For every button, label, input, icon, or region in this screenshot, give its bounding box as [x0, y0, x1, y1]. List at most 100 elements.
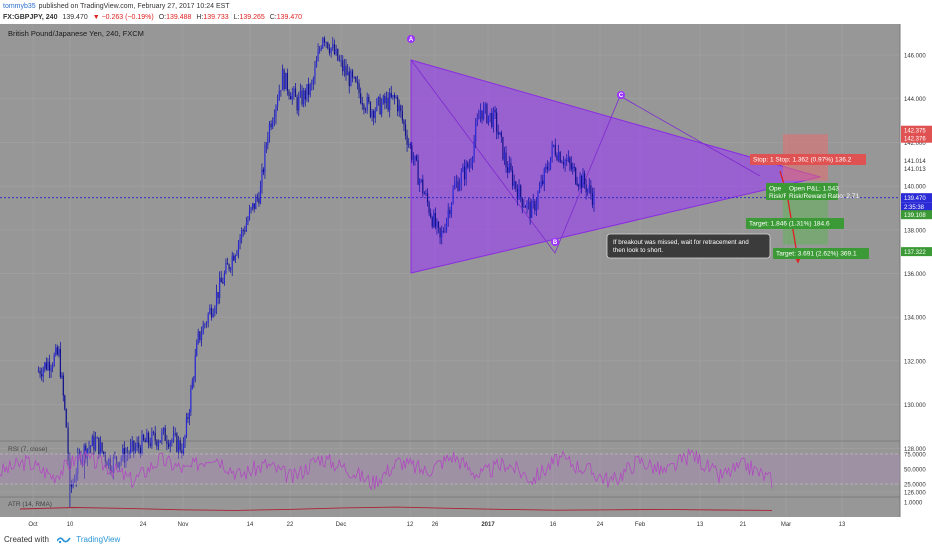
candle-body: [481, 110, 483, 120]
candle-body: [500, 132, 502, 137]
pattern-point-a: [407, 35, 415, 43]
candle-body: [527, 201, 530, 203]
price-axis: [900, 24, 932, 517]
symmetrical-triangle[interactable]: [410, 59, 822, 274]
candle-body: [404, 124, 407, 136]
candle-body: [157, 442, 160, 447]
candle-body: [230, 268, 232, 270]
chart-svg[interactable]: 146.000 144.000 142.000 140.000 138.000 136.0…: [0, 24, 932, 530]
candle-body: [298, 96, 300, 111]
candle-body: [299, 90, 302, 97]
candle-body: [196, 342, 198, 356]
candle-body: [436, 221, 438, 228]
y-tick-label: 146.000: [904, 54, 926, 60]
target-label-2-text: Target: 3.691 (2.62%) 369.1: [776, 251, 857, 258]
candle-body: [272, 121, 274, 128]
candle-body: [508, 163, 510, 173]
candle-body: [593, 191, 595, 205]
candle-body: [479, 110, 481, 118]
candle-body: [390, 92, 392, 98]
candle-body: [492, 109, 495, 128]
pnl-label-text: Open P&L: 1.543: [789, 186, 839, 193]
candle-body: [494, 109, 496, 113]
candle-body: [270, 123, 272, 128]
ohlc-high: H:139.733: [196, 14, 229, 21]
price-axis-badge-text: 142.375: [904, 128, 926, 134]
candle-body: [94, 438, 97, 450]
candle-body: [225, 263, 227, 274]
candle-body: [275, 106, 277, 117]
candle-body: [381, 103, 383, 115]
price-change: −0.263 (−0.19%): [101, 14, 154, 21]
candle-body: [281, 69, 284, 91]
candle-body: [280, 90, 282, 92]
author-link[interactable]: tommyb35: [3, 3, 36, 10]
candle-body: [215, 291, 218, 308]
candle-body: [141, 435, 143, 455]
tradingview-brand[interactable]: TradingView: [76, 535, 121, 544]
candle-body: [393, 95, 396, 98]
candle-body: [322, 38, 324, 48]
candle-body: [475, 124, 477, 142]
pnl-label-text: Risk/Reward Ratio: 2.71: [789, 193, 859, 200]
candle-body: [325, 42, 327, 44]
candle-body: [572, 166, 574, 170]
candle-body: [401, 111, 403, 121]
candle-body: [131, 440, 133, 446]
candle-body: [194, 355, 196, 379]
candle-body: [549, 157, 552, 169]
candle-body: [207, 313, 209, 323]
candle-body: [562, 162, 565, 165]
candle-body: [553, 145, 555, 146]
annotation-bg: [606, 233, 771, 259]
price-axis-badge: [901, 202, 932, 212]
candle-body: [524, 206, 527, 208]
x-tick-label: Mar: [781, 522, 791, 528]
candle-body: [487, 115, 490, 123]
price-axis-badge-text: 139.470: [904, 196, 926, 202]
candle-body: [303, 90, 305, 105]
candle-body: [294, 88, 297, 97]
target-label-1-bg: [746, 218, 844, 229]
candle-body: [98, 437, 100, 455]
candle-body: [449, 210, 451, 214]
candle-body: [182, 442, 185, 454]
candle-body: [267, 137, 269, 145]
candle-body: [307, 84, 310, 95]
candle-body: [91, 436, 93, 446]
candle-body: [72, 481, 74, 487]
candle-body: [389, 92, 391, 111]
candle-body: [537, 192, 539, 204]
candle-body: [444, 230, 446, 232]
candle-body: [467, 162, 469, 168]
rsi-title: RSI (7, close): [8, 446, 47, 453]
candle-body: [573, 166, 575, 168]
candle-body: [197, 331, 199, 343]
candle-body: [166, 440, 168, 444]
candle-body: [248, 210, 251, 220]
candle-body: [65, 409, 67, 428]
candle-body: [115, 456, 118, 463]
candle-body: [403, 120, 405, 125]
candle-body: [397, 97, 399, 112]
candle-body: [591, 193, 594, 205]
candle-body: [348, 71, 350, 87]
candle-body: [143, 435, 145, 441]
pnl-label-partial-text: Ope: [769, 186, 782, 193]
candle-body: [360, 93, 362, 104]
candle-body: [534, 200, 536, 211]
candle-body: [293, 88, 295, 94]
candle-body: [122, 448, 124, 459]
pnl-label-bg: [786, 183, 838, 200]
candle-body: [423, 193, 425, 195]
annotation-callout: If breakout was missed, wait for retrace…: [606, 233, 771, 259]
candle-body: [585, 184, 587, 193]
candle-body: [159, 440, 161, 443]
chart-container[interactable]: 146.000 144.000 142.000 140.000 138.000 136.0…: [0, 24, 932, 530]
candle-body: [111, 471, 113, 473]
candle-body: [387, 97, 389, 111]
candle-body: [532, 200, 534, 203]
candle-body: [422, 179, 424, 194]
candle-body: [231, 255, 233, 269]
candle-body: [114, 456, 116, 458]
